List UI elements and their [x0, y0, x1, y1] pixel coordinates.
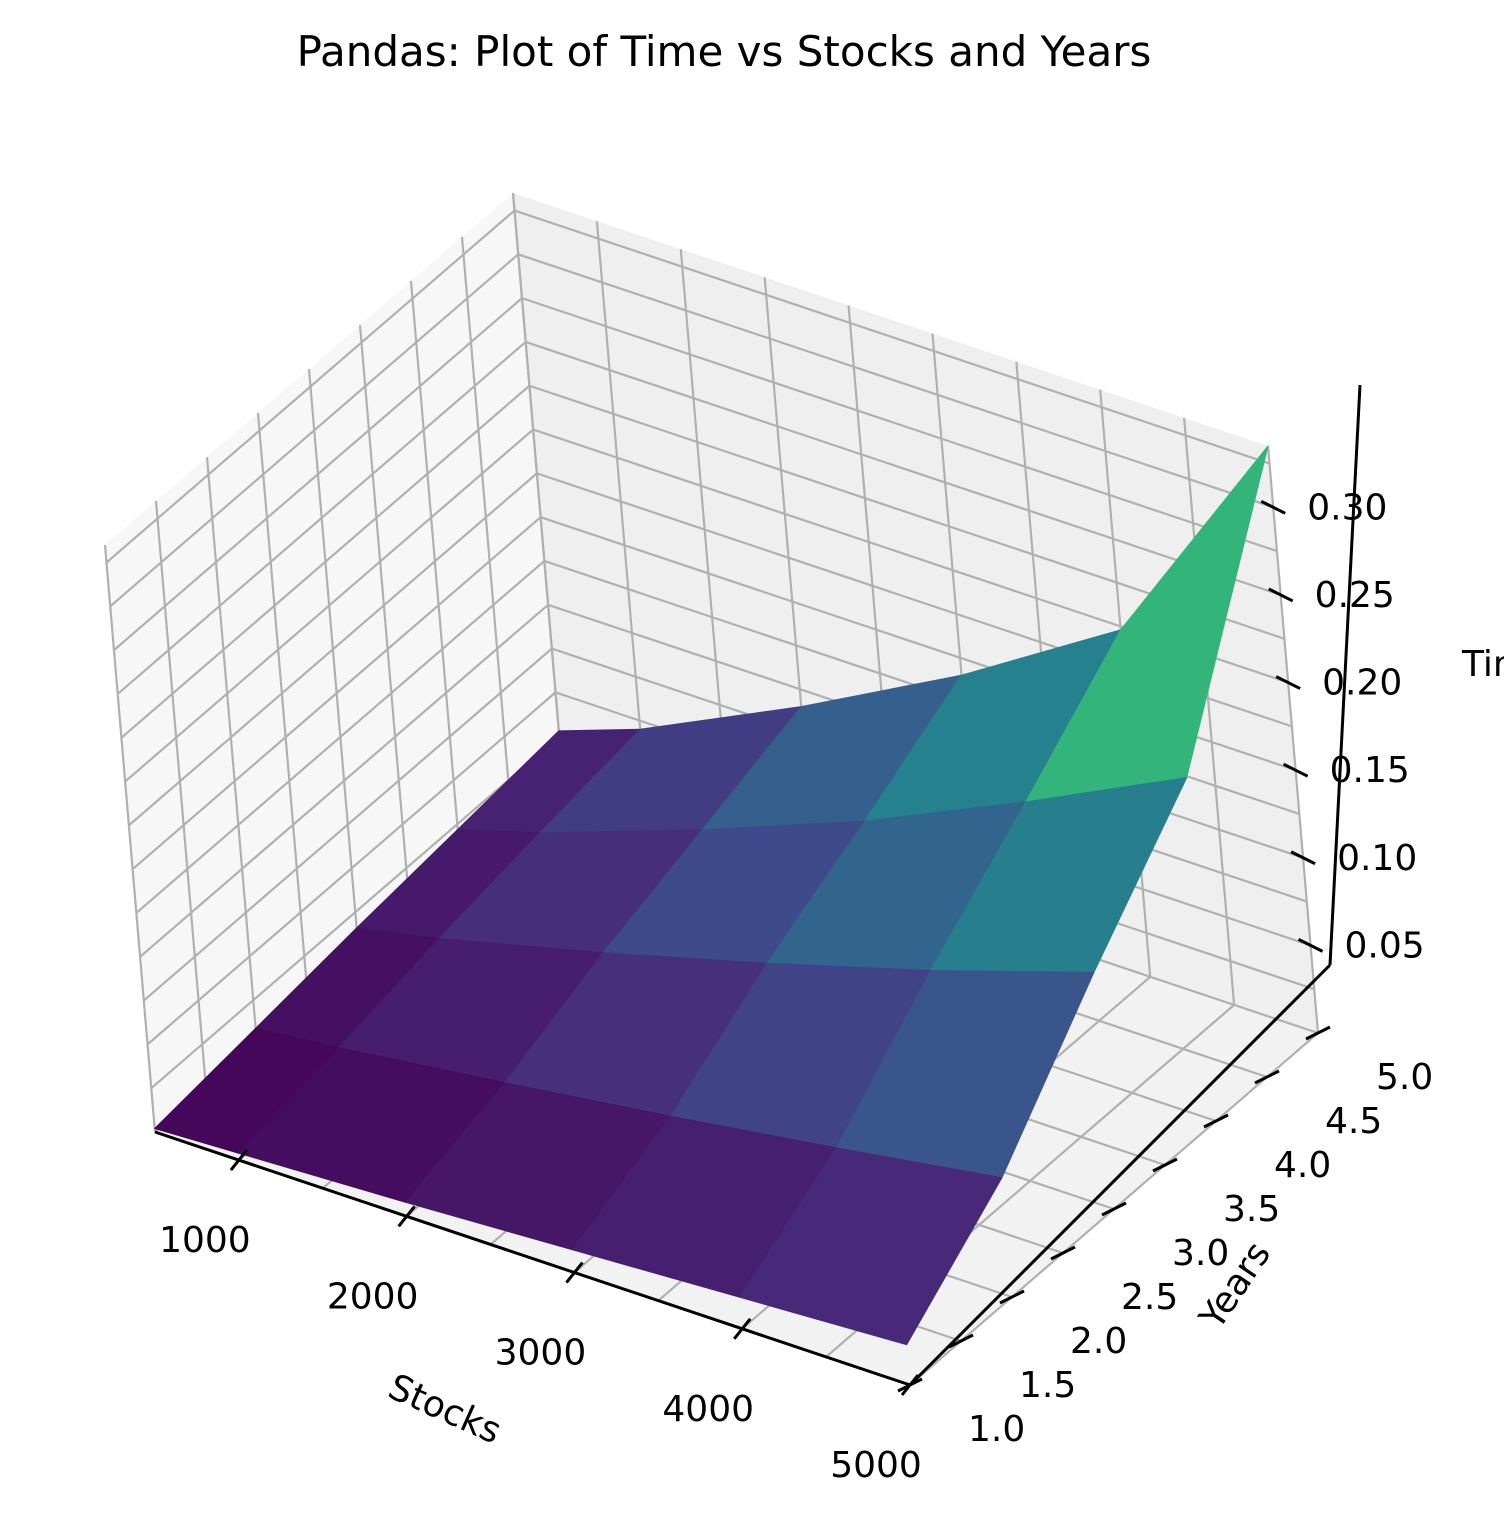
x-tick-mark — [733, 1317, 752, 1340]
z-grid-line-left — [124, 428, 534, 783]
z-tick-mark — [1297, 938, 1324, 953]
x-tick-mark — [229, 1149, 249, 1172]
z-grid-line-left — [113, 297, 523, 651]
z-grid-line-left — [109, 253, 519, 608]
z-grid-line-left — [135, 560, 546, 914]
z-grid-line-back — [517, 253, 1274, 509]
x-tick-label: 4000 — [662, 1389, 754, 1430]
z-tick-label: 0.25 — [1315, 575, 1395, 616]
y-tick-label: 2.0 — [1070, 1321, 1127, 1362]
x-tick-label: 1000 — [159, 1220, 251, 1261]
z-grid-line-left — [131, 516, 542, 870]
y-tick-label: 1.0 — [968, 1409, 1025, 1450]
z-grid-line-left — [150, 735, 560, 1090]
x-tick-label: 5000 — [830, 1445, 922, 1486]
y-tick-label: 1.5 — [1019, 1365, 1076, 1406]
z-tick-label: 0.15 — [1330, 750, 1410, 791]
y-tick-label: 3.0 — [1172, 1233, 1229, 1274]
z-grid-line-left — [139, 603, 549, 958]
z-grid-line-left — [146, 691, 557, 1046]
y-tick-mark — [1305, 1025, 1331, 1041]
y-grid-line-left — [307, 368, 361, 957]
x-axis-line — [154, 1130, 911, 1387]
y-tick-mark — [1203, 1113, 1229, 1129]
y-tick-label: 4.5 — [1325, 1101, 1382, 1142]
tick-labels: 100020003000400050001.01.52.02.53.03.54.… — [159, 487, 1433, 1486]
y-axis-line — [908, 963, 1332, 1387]
axis-lines — [154, 384, 1362, 1396]
y-tick-label: 4.0 — [1274, 1145, 1331, 1186]
z-tick-label: 0.20 — [1322, 663, 1402, 704]
z-grid-line-back — [514, 209, 1270, 465]
y-grid-line-left — [409, 280, 463, 869]
z-grid-line-back — [525, 340, 1282, 596]
z-grid-line-left — [143, 647, 553, 1002]
z-tick-label: 0.10 — [1337, 838, 1417, 879]
y-tick-mark — [1101, 1201, 1127, 1217]
y-grid-line-left — [205, 456, 259, 1045]
x-grid-line-back — [1183, 417, 1236, 1005]
y-grid-line-left — [256, 412, 310, 1001]
y-grid-line-left — [460, 236, 514, 825]
z-axis-line — [1328, 384, 1362, 966]
y-tick-label: 3.5 — [1223, 1189, 1280, 1230]
z-grid-line-left — [128, 472, 538, 827]
y-grid-line-left — [358, 324, 412, 913]
y-tick-mark — [1050, 1245, 1076, 1261]
z-grid-line-back — [521, 297, 1278, 553]
z-grid-line-left — [105, 209, 516, 564]
z-tick-mark — [1275, 675, 1301, 690]
x-tick-label: 2000 — [327, 1276, 419, 1317]
x-tick-label: 3000 — [495, 1333, 587, 1374]
z-tick-label: 0.30 — [1307, 487, 1387, 528]
surface-plot — [154, 445, 1269, 1346]
z-tick-label: 0.05 — [1345, 925, 1425, 966]
x-grid-line-back — [595, 221, 648, 809]
x-tick-mark — [565, 1261, 584, 1284]
y-grid-line-left — [511, 192, 565, 781]
y-tick-mark — [897, 1377, 923, 1393]
x-axis-label: Stocks — [382, 1367, 507, 1453]
z-tick-mark — [1290, 850, 1316, 866]
z-tick-mark — [1260, 499, 1286, 515]
z-axis-label: Time — [1461, 644, 1504, 685]
y-tick-label: 5.0 — [1376, 1057, 1433, 1098]
z-tick-mark — [1268, 587, 1294, 603]
z-grid-line-left — [120, 384, 531, 739]
z-grid-line-left — [116, 341, 527, 695]
y-tick-mark — [1254, 1069, 1280, 1085]
y-tick-label: 2.5 — [1121, 1277, 1178, 1318]
y-tick-mark — [999, 1289, 1025, 1305]
x-tick-mark — [397, 1205, 416, 1228]
y-grid-line-left — [154, 500, 208, 1089]
surface-patch — [739, 1147, 1003, 1346]
chart-title: Pandas: Plot of Time vs Stocks and Years — [297, 27, 1152, 76]
y-tick-mark — [1152, 1157, 1178, 1173]
z-tick-mark — [1282, 762, 1309, 778]
x-grid-line-back — [1266, 445, 1320, 1034]
y-grid-line-left — [103, 544, 157, 1133]
y-tick-mark — [948, 1333, 974, 1349]
